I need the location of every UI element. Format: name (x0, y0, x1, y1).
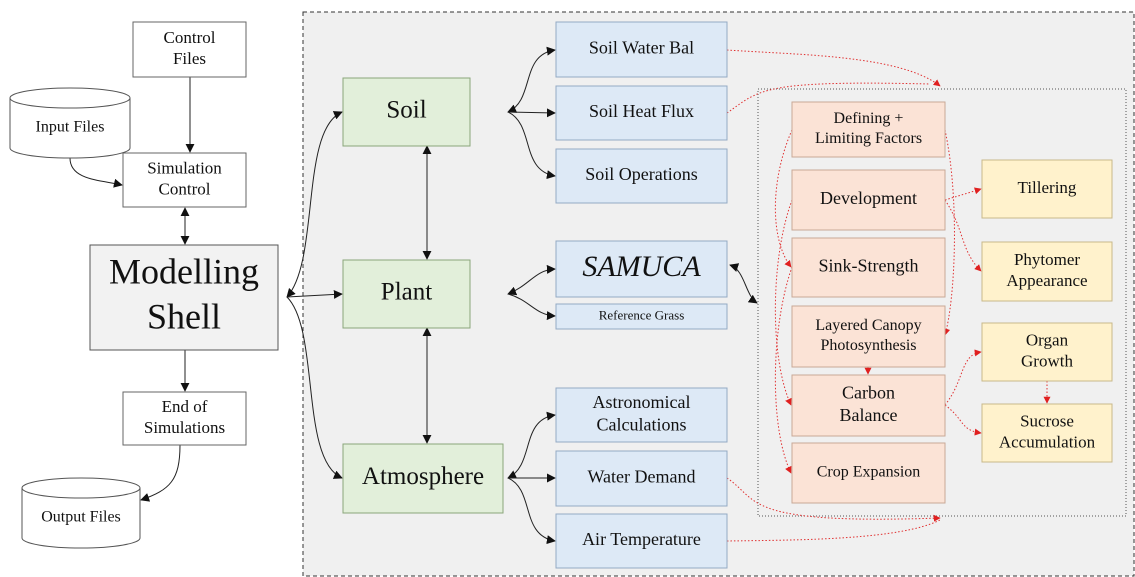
node-label: Air Temperature (582, 529, 701, 549)
node-label: Plant (381, 279, 432, 306)
node-label: Development (820, 188, 917, 208)
crop-module-region (757, 88, 1127, 517)
node-box (342, 443, 504, 514)
node-box (791, 101, 946, 158)
connectors (69, 46, 1051, 545)
node-label: Atmosphere (362, 463, 484, 490)
node-label: Modelling (109, 251, 259, 291)
node-label: Accumulation (999, 433, 1096, 452)
node-label: Shell (147, 296, 221, 336)
node-label: Crop Expansion (817, 464, 921, 481)
node-label: Simulations (144, 418, 225, 437)
node-box (791, 169, 946, 231)
node-label: Astronomical (593, 392, 691, 412)
node-label: Growth (1021, 352, 1073, 371)
node-box (981, 159, 1113, 219)
node-box (981, 241, 1113, 302)
node-label: Defining + (834, 110, 904, 127)
node-box (555, 85, 728, 141)
node-label: Output Files (41, 509, 121, 526)
node-label: Soil (386, 97, 426, 124)
node-label: Carbon (842, 382, 895, 402)
node-label: Sink-Strength (818, 256, 918, 276)
node-label: Phytomer (1014, 250, 1080, 269)
node-label: Files (173, 49, 206, 68)
node-box (555, 21, 728, 78)
node-box (555, 513, 728, 569)
node-label: Simulation (147, 158, 222, 177)
node-box (981, 322, 1113, 382)
node-label: Reference Grass (599, 307, 685, 322)
node-label: Organ (1026, 330, 1069, 349)
cylinder (21, 477, 141, 549)
node-label: Photosynthesis (820, 337, 916, 354)
node-label: Soil Water Bal (589, 38, 694, 58)
node-label: Layered Canopy (815, 317, 921, 334)
node-label: Limiting Factors (815, 130, 922, 147)
node-box (555, 148, 728, 204)
node-label: SAMUCA (582, 250, 701, 283)
node-box (791, 374, 946, 437)
node-box (555, 387, 728, 443)
node-box (555, 450, 728, 507)
node-label: Sucrose (1020, 411, 1074, 430)
node-label: Soil Operations (585, 164, 698, 184)
node-label: Soil Heat Flux (589, 101, 694, 121)
node-box (89, 244, 279, 351)
node-box (981, 403, 1113, 463)
node-box (342, 259, 471, 329)
node-box (122, 391, 247, 446)
node-label: Calculations (597, 414, 687, 434)
node-label: Balance (840, 405, 898, 425)
node-label: End of (162, 397, 208, 416)
node-label: Control (164, 28, 216, 47)
node-box (132, 21, 247, 78)
node-box (791, 237, 946, 298)
node-label: Input Files (36, 119, 105, 136)
node-box (791, 442, 946, 504)
node-label: Water Demand (588, 467, 696, 487)
node-label: Appearance (1006, 271, 1087, 290)
node-label: Control (159, 180, 211, 199)
node-box (555, 303, 728, 330)
node-box (342, 77, 471, 147)
node-box (791, 305, 946, 368)
cylinder (9, 87, 131, 159)
node-label: Tillering (1018, 178, 1077, 197)
node-box (122, 152, 247, 208)
node-box (555, 240, 728, 298)
